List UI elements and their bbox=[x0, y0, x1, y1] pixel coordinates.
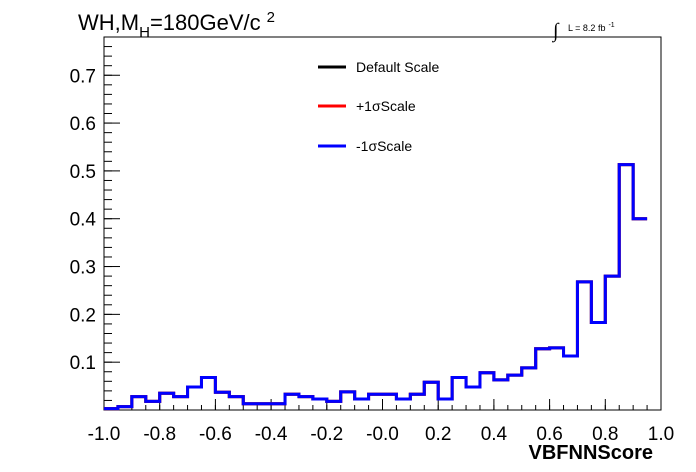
axes-ticks: -1.0 -0.8 -0.6 -0.4 -0.2 -0.0 0.2 0.4 0.6 0.8 1.0 0… bbox=[70, 46, 674, 445]
legend-label-default: Default Scale bbox=[356, 59, 439, 75]
title-superscript: 2 bbox=[267, 9, 275, 26]
series-group bbox=[104, 163, 648, 411]
lumi-superscript: -1 bbox=[608, 22, 614, 29]
y-tick-label: 0.2 bbox=[70, 305, 96, 326]
y-tick-label: 0.6 bbox=[70, 114, 96, 135]
x-tick-label: -1.0 bbox=[88, 424, 121, 445]
lumi-text: L = 8.2 fb bbox=[568, 23, 605, 33]
title-main-part: =180GeV/c bbox=[150, 10, 261, 35]
x-tick-label: -0.0 bbox=[366, 424, 399, 445]
x-tick-label: 0.4 bbox=[481, 424, 508, 445]
x-axis-label: VBFNNScore bbox=[529, 442, 653, 464]
chart-title: WH,MH=180GeV/c 2 bbox=[78, 9, 275, 41]
series-line--1-scale-2 bbox=[104, 163, 648, 411]
x-tick-label: 0.8 bbox=[592, 424, 618, 445]
y-tick-label: 0.7 bbox=[70, 66, 96, 87]
series-line--1-scale-1 bbox=[104, 163, 648, 411]
y-tick-label: 0.3 bbox=[70, 258, 96, 279]
y-tick-label: 0.5 bbox=[70, 162, 96, 183]
x-tick-label: -0.2 bbox=[310, 424, 343, 445]
y-tick-label: 0.1 bbox=[70, 353, 96, 374]
legend-label-minus1sigma: -1σScale bbox=[356, 138, 412, 154]
x-tick-label: 1.0 bbox=[648, 424, 674, 445]
lumi-integral: ∫ bbox=[551, 20, 560, 43]
legend-label-plus1sigma: +1σScale bbox=[356, 98, 416, 114]
y-tick-label: 0.4 bbox=[70, 210, 97, 231]
x-tick-label: -0.6 bbox=[199, 424, 232, 445]
series-line-default-scale-0 bbox=[104, 163, 648, 411]
x-tick-label: 0.6 bbox=[536, 424, 562, 445]
x-tick-label: 0.2 bbox=[425, 424, 451, 445]
title-prefix: WH,M bbox=[78, 10, 139, 35]
x-tick-label: -0.4 bbox=[255, 424, 288, 445]
x-tick-label: -0.8 bbox=[143, 424, 176, 445]
legend: Default Scale +1σScale -1σScale bbox=[318, 59, 439, 154]
lumi-label: L = 8.2 fb -1 bbox=[568, 22, 615, 33]
title-subscript: H bbox=[139, 24, 150, 41]
